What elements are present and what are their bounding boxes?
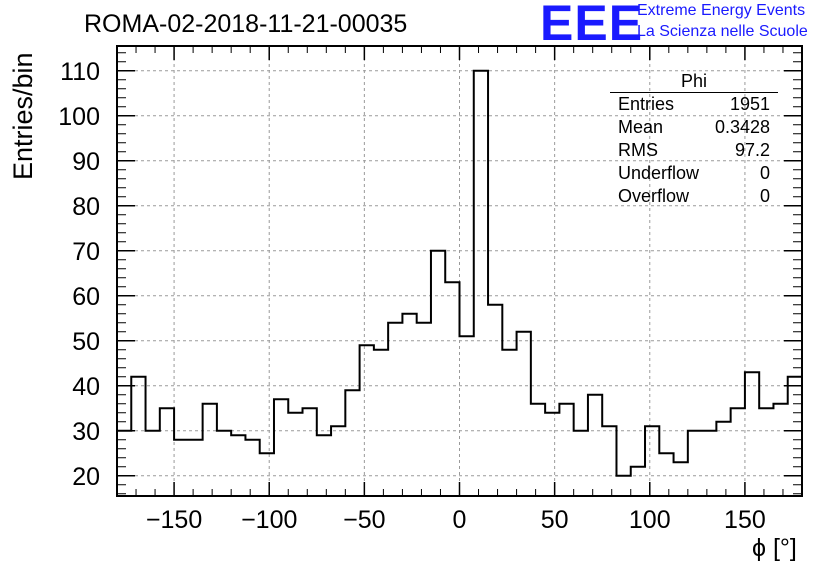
axis-ticks bbox=[116, 46, 803, 496]
stats-row-entries: Entries 1951 bbox=[610, 93, 778, 116]
y-tick-label: 20 bbox=[72, 463, 100, 491]
eee-logo-mark: EEE bbox=[540, 0, 644, 51]
stats-value: 1951 bbox=[729, 94, 770, 114]
stats-label: Underflow bbox=[618, 163, 700, 183]
y-axis-label: Entries/bin bbox=[8, 52, 38, 180]
stats-row-mean: Mean 0.3428 bbox=[610, 116, 778, 139]
x-tick-label: 100 bbox=[629, 506, 671, 534]
grid-lines bbox=[117, 46, 802, 496]
chart-title: ROMA-02-2018-11-21-00035 bbox=[84, 10, 408, 38]
y-tick-label: 110 bbox=[60, 58, 100, 86]
stats-box: Phi Entries 1951 Mean 0.3428 RMS 97.2 Un… bbox=[610, 70, 778, 208]
stats-row-overflow: Overflow 0 bbox=[610, 185, 778, 208]
stats-value: 0 bbox=[759, 163, 770, 183]
stats-row-underflow: Underflow 0 bbox=[610, 162, 778, 185]
stats-value: 0.3428 bbox=[714, 117, 770, 137]
y-tick-label: 100 bbox=[58, 103, 100, 131]
stats-box-title: Phi bbox=[610, 70, 778, 93]
stats-label: Entries bbox=[618, 94, 675, 114]
stats-row-rms: RMS 97.2 bbox=[610, 139, 778, 162]
stats-label: Overflow bbox=[618, 186, 690, 206]
x-tick-label: 150 bbox=[724, 506, 766, 534]
x-tick-label: −150 bbox=[146, 506, 202, 534]
stats-value: 97.2 bbox=[734, 140, 770, 160]
axis-tick-labels: −150 −100 −50 0 50 100 150 20 30 40 50 60 70 80 90 100 1… bbox=[58, 58, 765, 534]
x-tick-label: −50 bbox=[343, 506, 385, 534]
y-tick-label: 70 bbox=[72, 238, 100, 266]
stats-value: 0 bbox=[759, 186, 770, 206]
x-tick-label: 50 bbox=[541, 506, 569, 534]
stats-label: RMS bbox=[618, 140, 658, 160]
stats-label: Mean bbox=[618, 117, 664, 137]
y-tick-label: 80 bbox=[72, 193, 100, 221]
x-tick-label: −100 bbox=[241, 506, 297, 534]
x-tick-label: 0 bbox=[453, 506, 467, 534]
y-tick-label: 50 bbox=[72, 328, 100, 356]
y-tick-label: 40 bbox=[72, 373, 100, 401]
x-axis-label: ϕ [°] bbox=[752, 534, 797, 562]
logo-text-line2: La Scienza nelle Scuole bbox=[637, 23, 808, 40]
logo-text-line1: Extreme Energy Events bbox=[637, 2, 806, 19]
y-tick-label: 60 bbox=[72, 283, 100, 311]
y-tick-label: 30 bbox=[72, 418, 100, 446]
histogram-series-phi bbox=[117, 69, 803, 477]
y-tick-label: 90 bbox=[72, 148, 100, 176]
